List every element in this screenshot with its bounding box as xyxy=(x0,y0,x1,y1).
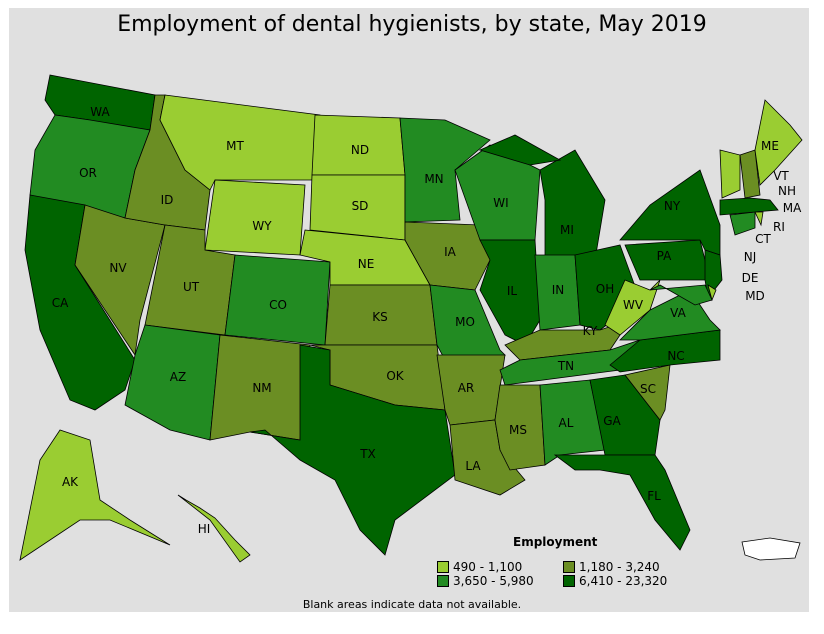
state-wy[interactable] xyxy=(204,179,306,256)
state-label: MI xyxy=(560,223,574,237)
state-label: NV xyxy=(109,261,127,275)
state-label: CT xyxy=(755,232,771,246)
legend-swatch xyxy=(563,575,575,587)
state-mi-upper[interactable] xyxy=(478,134,562,166)
state-label: GA xyxy=(603,414,621,428)
state-label: RI xyxy=(773,220,785,234)
state-label: ND xyxy=(351,143,369,157)
state-ny[interactable] xyxy=(619,169,721,256)
state-nh[interactable] xyxy=(739,149,761,199)
state-label: DE xyxy=(742,271,759,285)
state-label: SD xyxy=(352,199,369,213)
state-label: CO xyxy=(269,298,287,312)
state-vt[interactable] xyxy=(719,149,741,199)
state-ri[interactable] xyxy=(754,211,764,227)
legend-label: 1,180 - 3,240 xyxy=(579,560,660,574)
state-label: NM xyxy=(252,381,271,395)
state-label: NH xyxy=(778,184,796,198)
state-label: OK xyxy=(386,369,404,383)
state-ga[interactable] xyxy=(589,374,661,456)
state-label: UT xyxy=(183,280,200,294)
state-md[interactable] xyxy=(649,284,713,306)
legend-item: 3,650 - 5,980 xyxy=(437,574,534,588)
state-label: AL xyxy=(559,416,574,430)
state-label: VA xyxy=(670,306,686,320)
state-label: HI xyxy=(198,522,211,536)
state-label: NY xyxy=(664,199,681,213)
state-mn[interactable] xyxy=(399,117,491,223)
state-label: WV xyxy=(623,298,644,312)
state-label: WI xyxy=(493,196,508,210)
state-tx[interactable] xyxy=(249,344,456,556)
state-label: WA xyxy=(90,105,110,119)
state-label: MA xyxy=(783,201,802,215)
state-label: NJ xyxy=(744,250,757,264)
state-label: MO xyxy=(455,315,475,329)
legend-swatch xyxy=(437,575,449,587)
legend-label: 6,410 - 23,320 xyxy=(579,574,668,588)
state-label: TN xyxy=(557,359,574,373)
state-label: LA xyxy=(465,459,481,473)
state-label: IN xyxy=(552,283,565,297)
state-fl[interactable] xyxy=(553,454,691,551)
legend-label: 490 - 1,100 xyxy=(453,560,523,574)
map-title: Employment of dental hygienists, by stat… xyxy=(117,12,707,37)
state-ak[interactable] xyxy=(19,429,171,561)
state-label: NE xyxy=(358,257,375,271)
territory-puerto-rico[interactable] xyxy=(741,537,801,561)
state-mi[interactable] xyxy=(539,149,606,263)
state-label: OR xyxy=(79,166,97,180)
state-label: IL xyxy=(507,284,518,298)
state-label: KS xyxy=(372,310,388,324)
legend-item: 490 - 1,100 xyxy=(437,560,522,574)
state-al[interactable] xyxy=(539,379,606,466)
state-label: TX xyxy=(359,447,376,461)
state-label: WY xyxy=(252,219,272,233)
state-de[interactable] xyxy=(707,284,717,302)
state-il[interactable] xyxy=(479,239,541,346)
state-label: AZ xyxy=(170,370,186,384)
footnote: Blank areas indicate data not available. xyxy=(302,598,522,611)
state-label: ME xyxy=(761,139,779,153)
legend-swatch xyxy=(437,561,449,573)
state-label: KY xyxy=(583,324,598,338)
legend-item: 6,410 - 23,320 xyxy=(563,574,667,588)
state-label: AR xyxy=(458,381,475,395)
state-label: MT xyxy=(226,139,244,153)
state-label: OH xyxy=(596,282,614,296)
legend-title: Employment xyxy=(513,535,598,549)
state-label: VT xyxy=(773,169,789,183)
state-me[interactable] xyxy=(754,99,803,186)
state-sc[interactable] xyxy=(624,364,671,421)
state-ct[interactable] xyxy=(729,211,756,236)
legend-swatch xyxy=(563,561,575,573)
legend-item: 1,180 - 3,240 xyxy=(563,560,660,574)
state-label: ID xyxy=(161,193,174,207)
state-label: MS xyxy=(509,423,527,437)
state-ma[interactable] xyxy=(719,197,779,216)
state-label: MN xyxy=(424,172,443,186)
state-label: NC xyxy=(667,349,684,363)
state-label: FL xyxy=(647,489,661,503)
state-label: IA xyxy=(444,245,457,259)
state-hi[interactable] xyxy=(177,494,251,563)
state-label: CA xyxy=(52,296,69,310)
legend-label: 3,650 - 5,980 xyxy=(453,574,534,588)
state-label: PA xyxy=(657,249,672,263)
state-label: AK xyxy=(62,475,79,489)
state-label: SC xyxy=(640,382,656,396)
state-label: MD xyxy=(745,289,765,303)
